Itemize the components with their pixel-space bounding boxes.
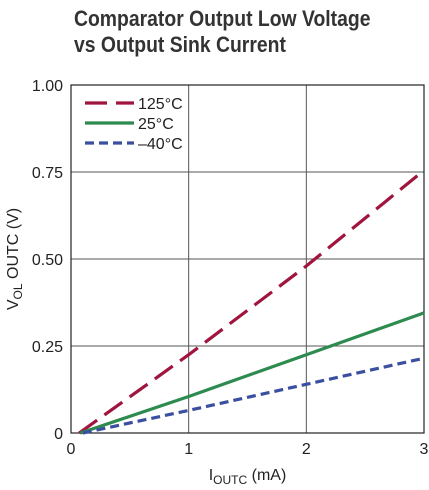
tick-labels: 0 1 2 3 0 0.25 0.50 0.75 1.00 [32,78,429,458]
x-axis-label-main: I [209,467,213,484]
y-axis-label: VOL OUTC (V) [5,208,25,310]
series-line [79,311,425,435]
series-lines [78,169,426,435]
x-tick-label: 2 [302,441,311,458]
chart-title: Comparator Output Low Voltage vs Output … [74,6,382,58]
legend-label: 125°C [138,96,183,113]
y-tick-label: 0.75 [32,165,63,182]
grid-lines [71,85,424,433]
y-axis-label-sub: OL [11,283,25,299]
x-axis-label-unit: (mA) [247,467,286,484]
y-tick-label: 0.50 [32,252,63,269]
x-tick-label: 3 [420,441,429,458]
x-tick-label: 0 [67,441,76,458]
plot-frame [70,84,425,434]
y-tick-label: 0 [54,426,63,443]
legend-label: 25°C [138,116,174,133]
x-axis-label: IOUTC (mA) [209,467,287,487]
y-tick-label: 1.00 [32,78,63,95]
series-line [82,356,425,435]
y-tick-label: 0.25 [32,339,63,356]
chart-title-line-1: Comparator Output Low Voltage [74,6,371,31]
legend-label: –40°C [138,136,183,153]
y-axis-label-main: V [5,299,22,310]
chart-title-line-2: vs Output Sink Current [74,32,286,57]
legend: 125°C 25°C –40°C [85,96,183,153]
series-line [78,169,426,435]
x-axis-label-sub: OUTC [213,473,247,487]
y-axis-label-rest: OUTC (V) [5,208,22,284]
x-tick-label: 1 [184,441,193,458]
